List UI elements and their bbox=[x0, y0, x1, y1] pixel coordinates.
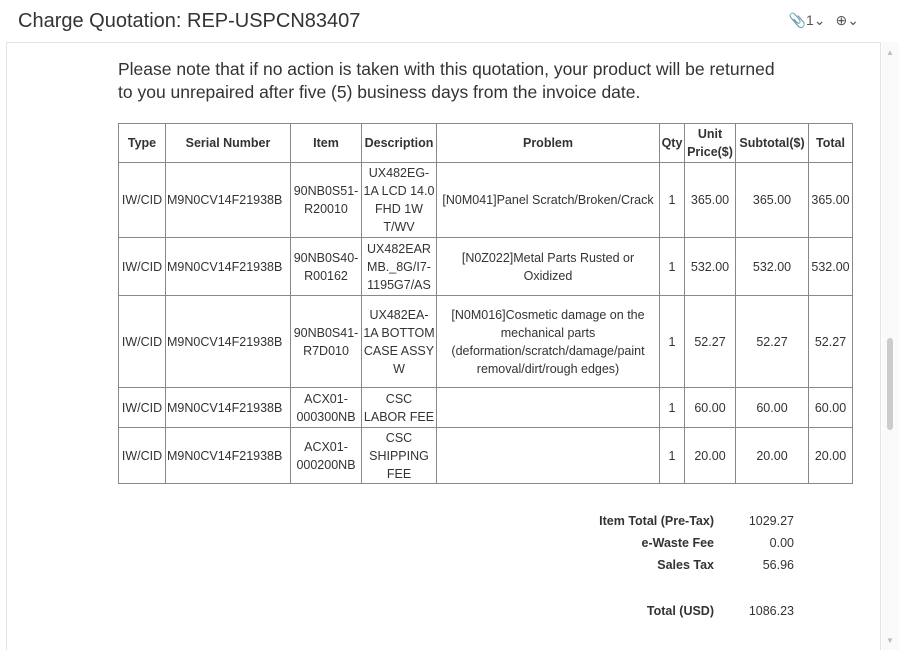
scrollbar-thumb[interactable] bbox=[887, 338, 893, 430]
summary-row: e-Waste Fee 0.00 bbox=[560, 532, 794, 554]
table-cell: IW/CID bbox=[118, 427, 166, 484]
column-header: Description bbox=[361, 123, 437, 163]
column-header: Serial Number bbox=[165, 123, 291, 163]
table-cell: 60.00 bbox=[735, 387, 809, 428]
summary-row: Item Total (Pre-Tax) 1029.27 bbox=[560, 510, 794, 532]
table-cell: 532.00 bbox=[684, 237, 736, 296]
table-cell: 20.00 bbox=[735, 427, 809, 484]
table-cell bbox=[436, 427, 660, 484]
table-cell: M9N0CV14F21938B bbox=[165, 387, 291, 428]
summary-label: Sales Tax bbox=[657, 558, 714, 572]
scrollbar[interactable]: ▲ ▼ bbox=[882, 42, 899, 650]
table-cell: UX482EG-1A LCD 14.0 FHD 1W T/WV bbox=[361, 162, 437, 238]
table-cell: M9N0CV14F21938B bbox=[165, 162, 291, 238]
table-cell: 365.00 bbox=[735, 162, 809, 238]
table-cell: M9N0CV14F21938B bbox=[165, 427, 291, 484]
table-cell: 365.00 bbox=[684, 162, 736, 238]
column-header: Unit Price($) bbox=[684, 123, 736, 163]
attachments-button[interactable]: 📎1⌄ bbox=[789, 12, 826, 29]
table-cell: 52.27 bbox=[735, 295, 809, 388]
table-cell: 1 bbox=[659, 295, 685, 388]
table-cell: 90NB0S40-R00162 bbox=[290, 237, 362, 296]
column-header: Qty bbox=[659, 123, 685, 163]
table-cell: 52.27 bbox=[684, 295, 736, 388]
table-cell: IW/CID bbox=[118, 387, 166, 428]
toolbar: 📎1⌄ ⊕⌄ bbox=[789, 12, 859, 29]
summary: Item Total (Pre-Tax) 1029.27 e-Waste Fee 0.… bbox=[560, 510, 794, 622]
table-cell: 365.00 bbox=[808, 162, 853, 238]
table-row: IW/CID M9N0CV14F21938B 90NB0S51-R20010 UX48… bbox=[118, 162, 853, 238]
chevron-down-icon: ⌄ bbox=[847, 12, 859, 28]
table-cell: 90NB0S41-R7D010 bbox=[290, 295, 362, 388]
chevron-down-icon: ⌄ bbox=[813, 12, 826, 28]
table-cell: 532.00 bbox=[735, 237, 809, 296]
table-cell: M9N0CV14F21938B bbox=[165, 295, 291, 388]
page-title: Charge Quotation: REP-USPCN83407 bbox=[18, 10, 361, 32]
table-cell: ACX01-000300NB bbox=[290, 387, 362, 428]
summary-value: 0.00 bbox=[769, 536, 794, 550]
summary-row: Sales Tax 56.96 bbox=[560, 554, 794, 576]
summary-value: 56.96 bbox=[762, 558, 794, 572]
table-cell: 1 bbox=[659, 162, 685, 238]
table-cell: CSC SHIPPING FEE bbox=[361, 427, 437, 484]
table-row: IW/CID M9N0CV14F21938B ACX01-000300NB CSC L… bbox=[118, 387, 853, 428]
table-cell: 1 bbox=[659, 237, 685, 296]
table-cell: 60.00 bbox=[684, 387, 736, 428]
table-cell: [N0M041]Panel Scratch/Broken/Crack bbox=[436, 162, 660, 238]
column-header: Type bbox=[118, 123, 166, 163]
notice-text: Please note that if no action is taken w… bbox=[118, 59, 775, 102]
paperclip-icon: 📎 bbox=[788, 12, 806, 28]
header: Charge Quotation: REP-USPCN83407 📎1⌄ ⊕⌄ bbox=[0, 0, 899, 42]
table-cell: UX482EA-1A BOTTOM CASE ASSY W bbox=[361, 295, 437, 388]
table-row: IW/CID M9N0CV14F21938B 90NB0S41-R7D010 UX48… bbox=[118, 295, 853, 388]
column-header: Total bbox=[808, 123, 853, 163]
table-cell: [N0Z022]Metal Parts Rusted or Oxidized bbox=[436, 237, 660, 296]
quotation-table: Type Serial Number Item Description Problem Q… bbox=[118, 123, 853, 484]
table-header: Type Serial Number Item Description Problem Q… bbox=[118, 123, 853, 163]
summary-row: Total (USD) 1086.23 bbox=[560, 600, 794, 622]
table-cell: 20.00 bbox=[684, 427, 736, 484]
column-header: Problem bbox=[436, 123, 660, 163]
scroll-up-icon[interactable]: ▲ bbox=[886, 48, 894, 57]
table-cell: CSC LABOR FEE bbox=[361, 387, 437, 428]
table-cell: 60.00 bbox=[808, 387, 853, 428]
column-header: Subtotal($) bbox=[735, 123, 809, 163]
table-cell: 52.27 bbox=[808, 295, 853, 388]
attachment-count: 1 bbox=[806, 12, 814, 28]
summary-label: Total (USD) bbox=[646, 604, 714, 618]
table-cell: 532.00 bbox=[808, 237, 853, 296]
message-body bbox=[6, 42, 881, 650]
table-cell bbox=[436, 387, 660, 428]
scroll-down-icon[interactable]: ▼ bbox=[886, 636, 894, 645]
column-header: Item bbox=[290, 123, 362, 163]
summary-value: 1086.23 bbox=[748, 604, 794, 618]
table-row: IW/CID M9N0CV14F21938B 90NB0S40-R00162 UX48… bbox=[118, 237, 853, 296]
zoom-button[interactable]: ⊕⌄ bbox=[836, 12, 859, 29]
table-cell: [N0M016]Cosmetic damage on the mechanica… bbox=[436, 295, 660, 388]
table-cell: M9N0CV14F21938B bbox=[165, 237, 291, 296]
table-cell: ACX01-000200NB bbox=[290, 427, 362, 484]
table-cell: 20.00 bbox=[808, 427, 853, 484]
summary-label: e-Waste Fee bbox=[641, 536, 714, 550]
table-cell: 90NB0S51-R20010 bbox=[290, 162, 362, 238]
summary-label: Item Total (Pre-Tax) bbox=[599, 514, 714, 528]
table-cell: IW/CID bbox=[118, 237, 166, 296]
table-cell: 1 bbox=[659, 387, 685, 428]
table-row: IW/CID M9N0CV14F21938B ACX01-000200NB CSC S… bbox=[118, 427, 853, 484]
zoom-in-icon: ⊕ bbox=[835, 12, 848, 28]
summary-value: 1029.27 bbox=[748, 514, 794, 528]
table-cell: UX482EAR MB._8G/I7-1195G7/AS bbox=[361, 237, 437, 296]
table-cell: 1 bbox=[659, 427, 685, 484]
table-cell: IW/CID bbox=[118, 162, 166, 238]
table-cell: IW/CID bbox=[118, 295, 166, 388]
